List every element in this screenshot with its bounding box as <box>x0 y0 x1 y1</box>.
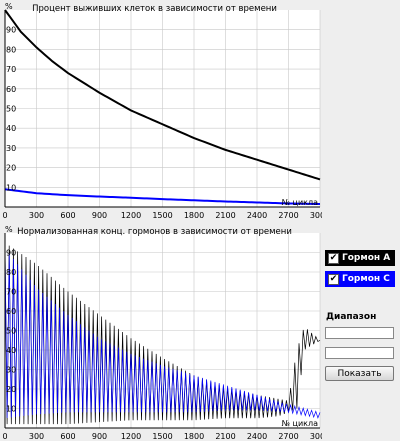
hormone-a-checkbox[interactable]: ✔ <box>328 252 339 264</box>
range-label: Диапазон <box>326 312 377 322</box>
x-tick-label-0-9: 2700 <box>278 211 298 220</box>
x-axis-label-0: № цикла <box>282 198 318 207</box>
x-tick-label-1-7: 2100 <box>215 432 235 441</box>
y-tick-label-0-3: 40 <box>6 124 16 133</box>
y-tick-label-1-5: 60 <box>6 307 16 316</box>
y-tick-label-0-8: 90 <box>6 26 16 35</box>
x-tick-label-0-10: 3000 <box>310 211 322 220</box>
x-axis-label-1: № цикла <box>282 419 318 428</box>
x-tick-label-1-1: 300 <box>29 432 44 441</box>
y-tick-label-1-8: 90 <box>6 249 16 258</box>
x-tick-label-1-0: 0 <box>2 432 7 441</box>
x-tick-label-1-9: 2700 <box>278 432 298 441</box>
x-tick-label-1-5: 1500 <box>152 432 172 441</box>
y-tick-label-1-3: 40 <box>6 346 16 355</box>
y-tick-label-1-1: 20 <box>6 385 16 394</box>
range-from-input[interactable] <box>325 327 394 339</box>
y-axis-label-0: % <box>5 2 13 11</box>
series-0-0 <box>4 9 321 181</box>
y-tick-label-0-6: 70 <box>6 65 16 74</box>
x-tick-label-1-8: 2400 <box>247 432 267 441</box>
y-tick-label-0-4: 50 <box>6 105 16 114</box>
x-tick-label-0-4: 1200 <box>121 211 141 220</box>
x-tick-label-0-2: 600 <box>60 211 75 220</box>
y-tick-label-1-4: 50 <box>6 327 16 336</box>
series-1-1 <box>4 248 321 419</box>
x-tick-label-0-1: 300 <box>29 211 44 220</box>
x-tick-label-0-3: 900 <box>92 211 107 220</box>
control-panel: ✔ Гормон А ✔ Гормон С Диапазон Показать <box>322 221 400 441</box>
y-axis-label-1: % <box>5 225 13 234</box>
y-tick-label-0-1: 20 <box>6 164 16 173</box>
legend-hormone-c[interactable]: ✔ Гормон С <box>325 271 395 287</box>
series-0-1 <box>4 188 321 206</box>
legend-hormone-c-label: Гормон С <box>342 274 390 284</box>
range-to-input[interactable] <box>325 347 394 359</box>
y-tick-label-1-6: 70 <box>6 288 16 297</box>
x-tick-label-0-5: 1500 <box>152 211 172 220</box>
y-tick-label-1-0: 10 <box>6 405 16 414</box>
y-tick-label-0-5: 60 <box>6 85 16 94</box>
survival-chart: 0 300 600 900 1200 1500 1800 2100 2400 2700 3000 10… <box>2 2 322 220</box>
chart-title-1: Нормализованная конц. гормонов в зависим… <box>17 227 292 237</box>
chart-title-0: Процент выживших клеток в зависимости от… <box>32 4 277 14</box>
y-tick-label-0-7: 80 <box>6 45 16 54</box>
y-tick-label-1-2: 30 <box>6 366 16 375</box>
x-tick-label-0-0: 0 <box>2 211 7 220</box>
x-tick-label-1-3: 900 <box>92 432 107 441</box>
x-tick-label-0-7: 2100 <box>215 211 235 220</box>
y-tick-label-0-0: 10 <box>6 183 16 192</box>
x-tick-label-0-6: 1800 <box>184 211 204 220</box>
x-tick-label-0-8: 2400 <box>247 211 267 220</box>
series-1-0 <box>4 242 321 425</box>
y-tick-label-1-7: 80 <box>6 268 16 277</box>
legend-hormone-a[interactable]: ✔ Гормон А <box>325 250 395 266</box>
hormone-chart: 0 300 600 900 1200 1500 1800 2100 2400 2700 3000 10… <box>2 225 322 441</box>
x-tick-label-1-10: 3000 <box>310 432 322 441</box>
x-tick-label-1-4: 1200 <box>121 432 141 441</box>
legend-hormone-a-label: Гормон А <box>342 253 391 263</box>
x-tick-label-1-6: 1800 <box>184 432 204 441</box>
show-button[interactable]: Показать <box>325 366 394 381</box>
x-tick-label-1-2: 600 <box>60 432 75 441</box>
y-tick-label-0-2: 30 <box>6 144 16 153</box>
hormone-c-checkbox[interactable]: ✔ <box>328 273 339 285</box>
